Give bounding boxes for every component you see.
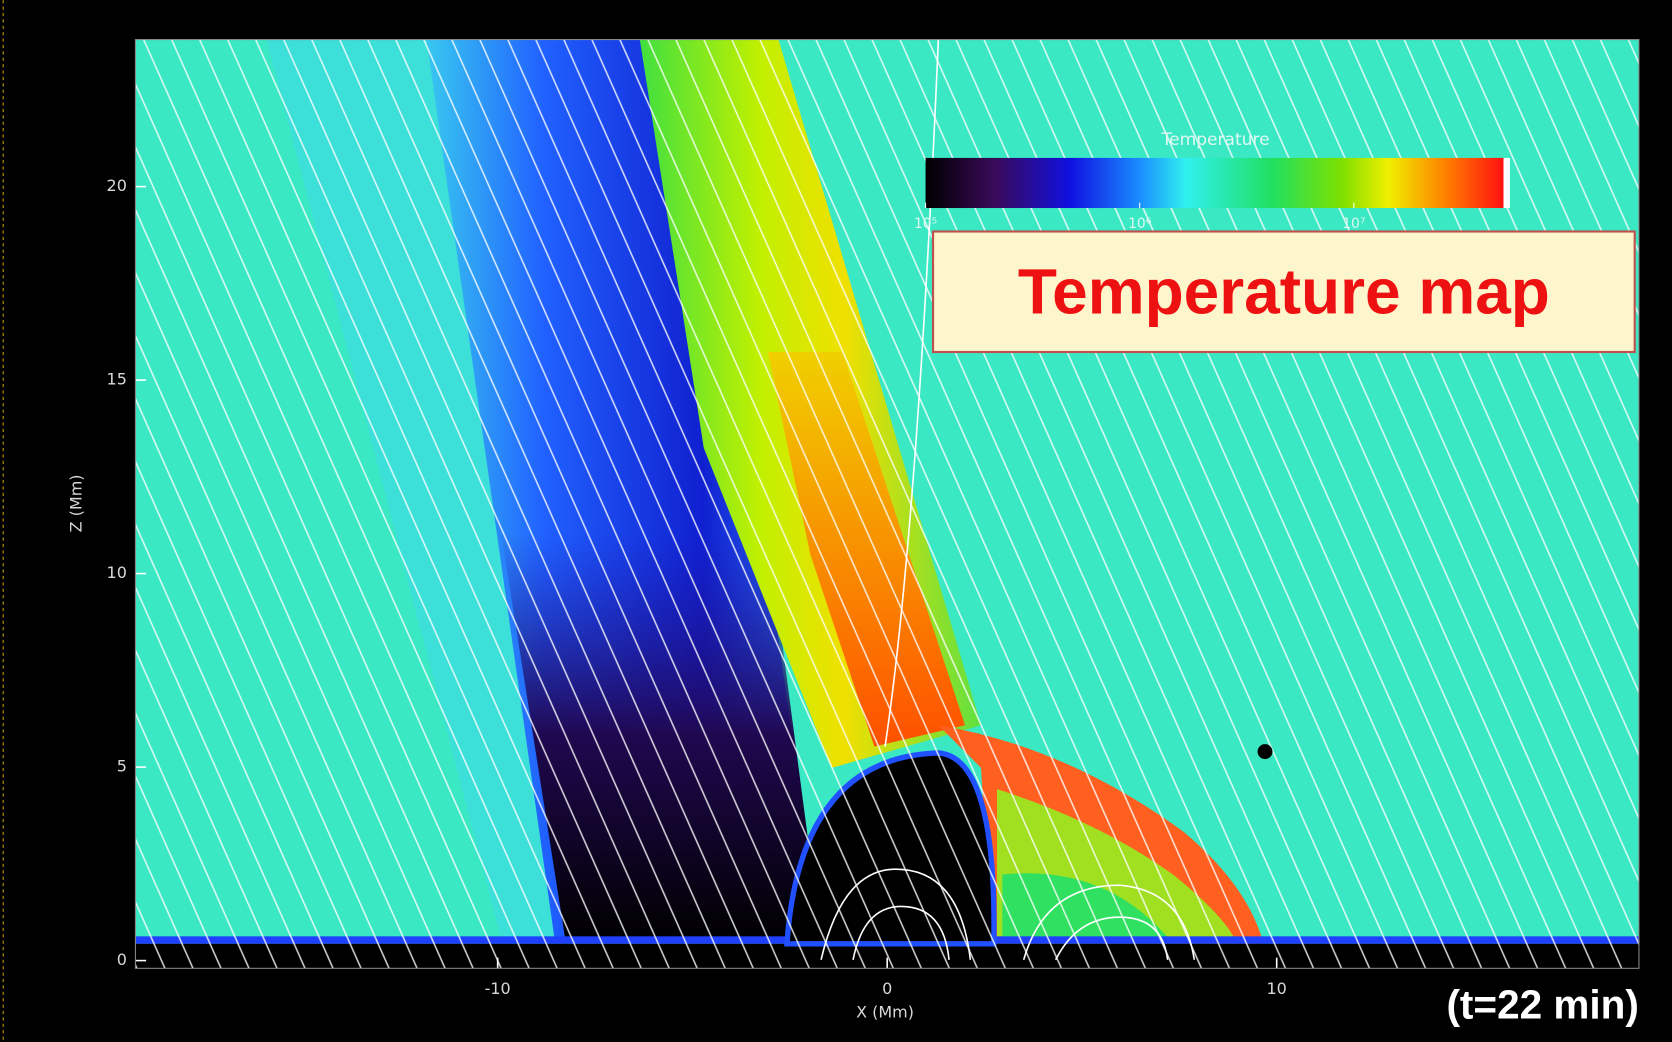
chart-title: Temperature map — [1018, 255, 1550, 327]
x-axis-label: X (Mm) — [856, 1003, 914, 1022]
time-annotation: (t=22 min) — [1446, 981, 1639, 1027]
colorbar-tick-label: 10⁷ — [1342, 216, 1365, 232]
y-tick-label: 15 — [107, 370, 127, 389]
marker — [1258, 744, 1273, 759]
colorbar-tick-label: 10⁵ — [914, 216, 937, 232]
x-tick-label: 0 — [882, 979, 892, 998]
x-tick-label: 10 — [1267, 979, 1287, 998]
colorbar-tick-label: 10⁶ — [1128, 216, 1152, 232]
y-tick-label: 10 — [107, 563, 127, 582]
colorbar-gradient — [926, 158, 1504, 208]
y-tick-label: 20 — [107, 176, 127, 195]
x-tick-label: -10 — [485, 979, 511, 998]
colorbar-title: Temperature — [1161, 130, 1270, 150]
y-tick-label: 5 — [117, 757, 127, 776]
y-axis-label: Z (Mm) — [66, 474, 85, 532]
page: {"chart_data": { "type": "heatmap", "tit… — [0, 0, 1672, 1042]
colorbar-end — [1504, 158, 1510, 208]
chart: -10 0 10 0 5 10 15 20 X (Mm) Z (Mm) Temperature… — [0, 0, 1672, 1042]
y-tick-label: 0 — [117, 950, 127, 969]
